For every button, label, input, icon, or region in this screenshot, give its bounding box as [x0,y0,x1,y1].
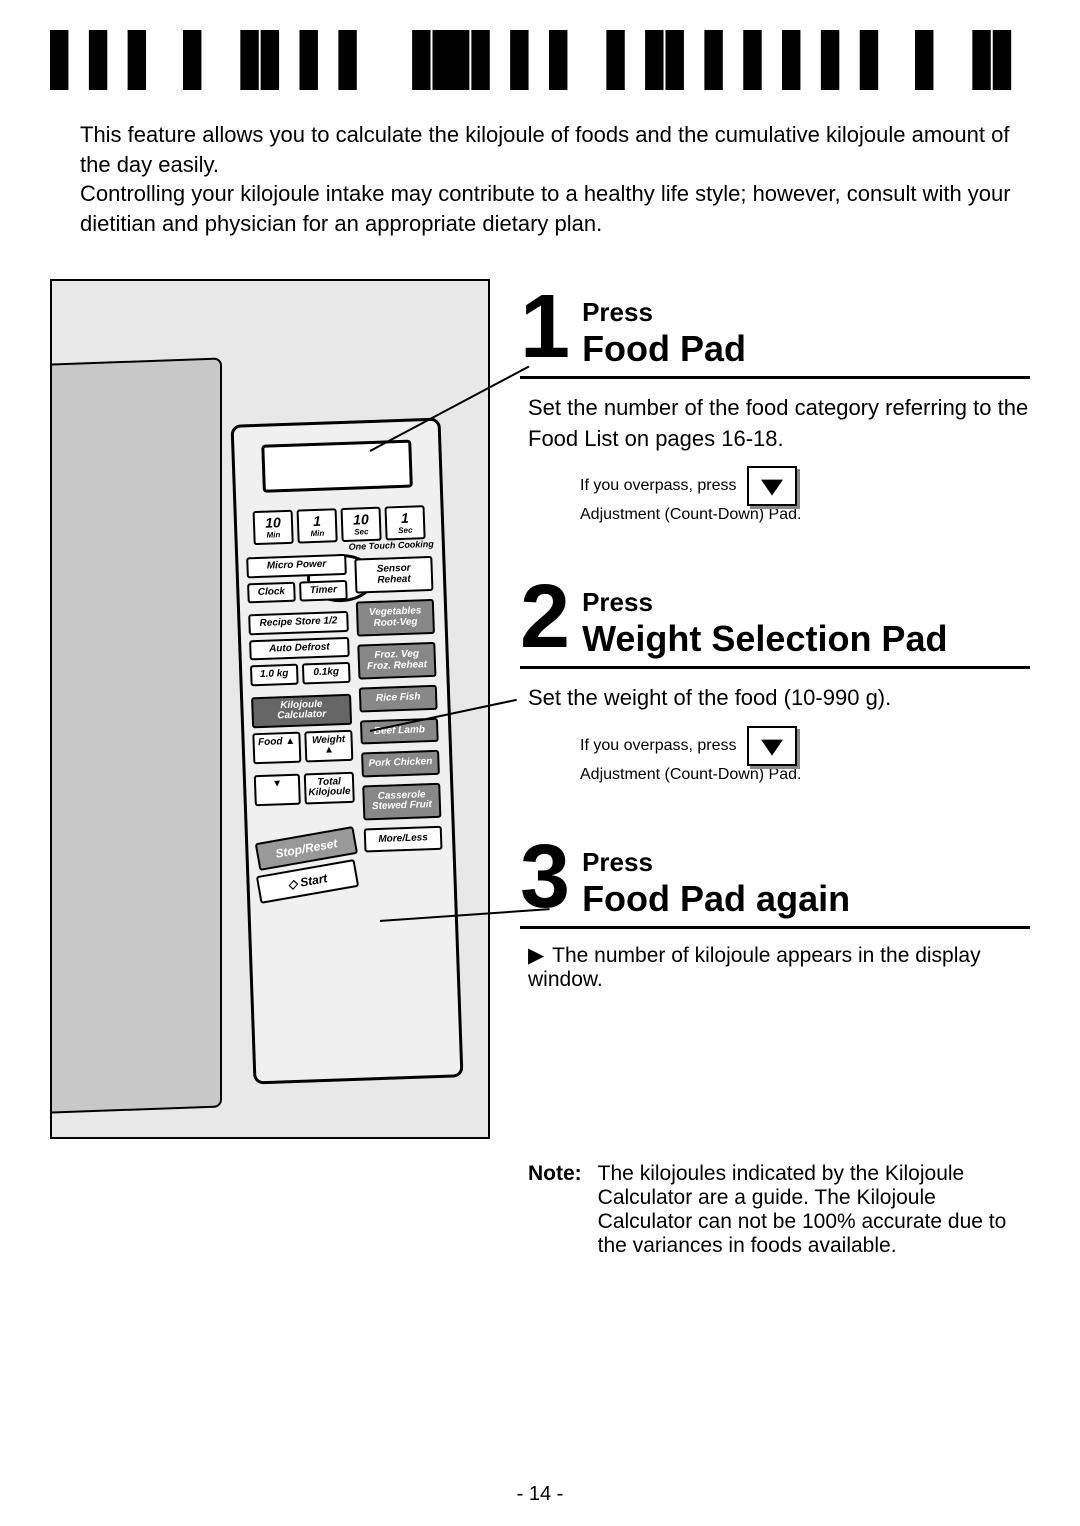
step-1-body: Set the number of the food category refe… [520,393,1030,455]
control-panel: 10Min 1Min 10Sec 1Sec One Touch Cooking … [231,417,464,1084]
step-3-bullet: The number of kilojoule appears in the d… [528,944,981,991]
step-2-number: 2 [520,579,570,656]
veg-btn: Vegetables Root-Veg [356,599,435,637]
intro-p2: Controlling your kilojoule intake may co… [80,179,1030,238]
page-title: ▌▌▌ ▌▐▌▌▌ ▐█▌▌▌▐▐▌▌▌▌▌▌ ▌▐▌▐▐▐▌▌▌▌▌▌▌▌▐ [50,30,1030,90]
time-btn-1min: 1Min [297,508,338,543]
step-1-overpass: If you overpass, press [580,478,737,495]
step-2-press: Press [582,587,947,618]
step-2-body: Set the weight of the food (10-990 g). [520,683,1030,714]
down-arrow-pad-icon [747,466,797,506]
froz-veg-btn: Froz. Veg Froz. Reheat [357,642,436,680]
weight-btn: Weight ▲ [304,729,353,762]
casserole-btn: Casserole Stewed Fruit [362,782,441,820]
page-number: - 14 - [0,1483,1080,1506]
one-touch-label: One Touch Cooking [349,539,434,552]
step-3-press: Press [582,847,850,878]
display-window [261,439,413,492]
note-text: The kilojoules indicated by the Kilojoul… [598,1162,1030,1258]
food-btn: Food ▲ [252,731,301,764]
step-2: 2 Press Weight Selection Pad Set the wei… [520,579,1030,784]
step-1-adjustment: Adjustment (Count-Down) Pad. [580,506,1030,524]
auto-defrost-btn: Auto Defrost [249,636,350,660]
pork-chicken-btn: Pork Chicken [361,750,440,777]
rice-fish-btn: Rice Fish [359,685,438,712]
step-3-title: Food Pad again [582,878,850,920]
step-3: 3 Press Food Pad again ▶The number of ki… [520,839,1030,992]
step-2-adjustment: Adjustment (Count-Down) Pad. [580,766,1030,784]
more-less-btn: More/Less [364,825,443,852]
recipe-store-btn: Recipe Store 1/2 [248,611,349,635]
note-block: Note: The kilojoules indicated by the Ki… [520,1162,1030,1258]
total-kj-btn: Total Kilojoule [304,771,355,804]
microwave-illustration: 10Min 1Min 10Sec 1Sec One Touch Cooking … [50,279,500,1258]
clock-btn: Clock [247,581,296,603]
note-label: Note: [528,1162,582,1258]
step-1-press: Press [582,297,746,328]
defrost-1kg-btn: 1.0 kg [250,663,299,685]
down-btn: ▼ [254,773,301,806]
micro-power-btn: Micro Power [246,554,347,578]
step-1: 1 Press Food Pad Set the number of the f… [520,289,1030,525]
down-arrow-pad-icon [747,726,797,766]
step-1-title: Food Pad [582,328,746,370]
bullet-triangle-icon: ▶ [528,943,544,968]
intro-text: This feature allows you to calculate the… [50,120,1030,239]
intro-p1: This feature allows you to calculate the… [80,120,1030,179]
step-2-title: Weight Selection Pad [582,618,947,660]
time-btn-10min: 10Min [253,510,294,545]
defrost-01kg-btn: 0.1kg [302,662,351,684]
time-btn-10sec: 10Sec [341,506,382,541]
kilojoule-calc-btn: Kilojoule Calculator [251,693,352,727]
step-2-overpass: If you overpass, press [580,737,737,754]
time-btn-1sec: 1Sec [384,505,425,540]
sensor-reheat-btn: Sensor Reheat [354,556,433,594]
timer-btn: Timer [299,579,348,601]
step-3-number: 3 [520,839,570,916]
step-1-number: 1 [520,289,570,366]
